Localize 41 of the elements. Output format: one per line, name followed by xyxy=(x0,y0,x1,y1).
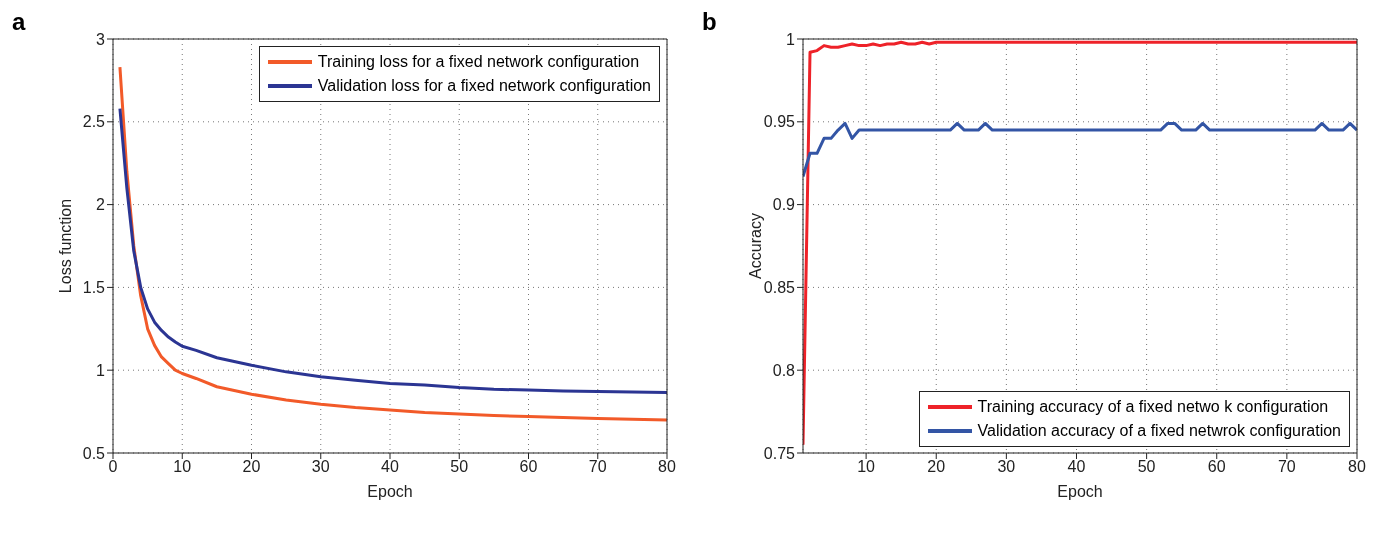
x-tick-label: 50 xyxy=(1137,458,1156,476)
chart-title: a xyxy=(12,8,26,36)
y-axis-title: Loss function xyxy=(56,198,74,294)
y-tick-label: 1 xyxy=(96,361,106,379)
x-tick-label: 80 xyxy=(1348,458,1366,476)
x-tick-label: 20 xyxy=(242,458,261,476)
x-tick-label: 80 xyxy=(658,458,676,476)
y-tick-label: 0.75 xyxy=(763,444,796,462)
x-tick-label: 70 xyxy=(588,458,607,476)
x-tick-label: 30 xyxy=(997,458,1016,476)
y-tick-label: 2.5 xyxy=(82,113,106,131)
legend-label: Validation loss for a fixed network configuration xyxy=(317,76,651,96)
x-tick-label: 40 xyxy=(381,458,399,476)
y-tick-label: 0.85 xyxy=(763,279,796,297)
x-tick-label: 50 xyxy=(450,458,469,476)
x-tick-label: 10 xyxy=(173,458,192,476)
x-axis-title: Epoch xyxy=(367,483,413,500)
line-series xyxy=(803,121,1357,178)
y-tick-label: 2 xyxy=(96,196,106,214)
y-tick-label: 0.8 xyxy=(772,361,796,379)
x-axis-title: Epoch xyxy=(1057,483,1103,500)
y-tick-label: 1 xyxy=(786,30,796,48)
y-tick-label: 3 xyxy=(96,30,106,48)
x-tick-label: 20 xyxy=(927,458,946,476)
legend-label: Validation accuracy of a fixed netwrok configuration xyxy=(977,421,1341,441)
x-tick-label: 30 xyxy=(311,458,330,476)
y-tick-label: 0.5 xyxy=(82,444,106,462)
x-tick-label: 70 xyxy=(1277,458,1296,476)
x-tick-label: 60 xyxy=(1207,458,1226,476)
y-tick-label: 0.95 xyxy=(763,113,796,131)
y-tick-label: 0.9 xyxy=(772,196,796,214)
chart-title: b xyxy=(702,8,717,36)
y-axis-title: Accuracy xyxy=(746,213,764,279)
legend-label: Training accuracy of a fixed netwo k configuration xyxy=(977,397,1329,417)
x-tick-label: 40 xyxy=(1067,458,1086,476)
legend-label: Training loss for a fixed network configuration xyxy=(317,52,640,72)
x-tick-label: 10 xyxy=(857,458,876,476)
y-tick-label: 1.5 xyxy=(82,279,106,297)
line-series xyxy=(118,107,667,395)
x-tick-label: 0 xyxy=(108,458,118,476)
x-tick-label: 60 xyxy=(519,458,538,476)
